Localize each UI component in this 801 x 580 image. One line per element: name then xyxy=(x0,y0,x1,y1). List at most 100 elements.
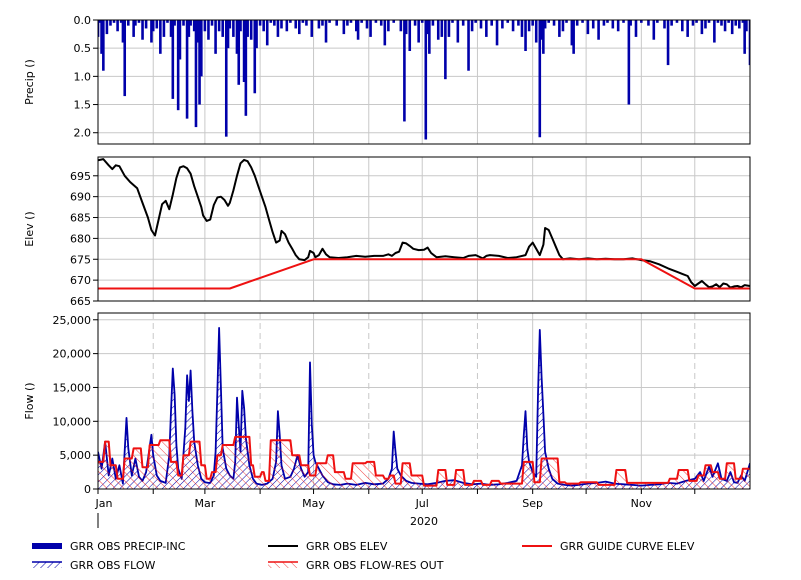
precip-bar xyxy=(485,20,488,37)
flow-series xyxy=(98,327,750,489)
precip-bar xyxy=(239,20,242,32)
precip-bar xyxy=(428,20,431,54)
precip-bar xyxy=(663,20,666,29)
precip-bar xyxy=(360,20,363,23)
y-tick-label: 0 xyxy=(84,483,91,496)
precip-bar xyxy=(720,20,723,26)
legend-label: GRR OBS ELEV xyxy=(306,540,388,553)
precip-bar xyxy=(704,20,707,29)
y-tick-label: 1.0 xyxy=(74,70,92,83)
elev-grid xyxy=(97,157,750,302)
precip-bar xyxy=(237,20,241,85)
precip-bar xyxy=(169,20,173,37)
precip-bar xyxy=(531,20,534,26)
x-tick-label: Sep xyxy=(522,497,543,510)
precip-bar xyxy=(707,20,711,23)
precip-bar xyxy=(166,20,169,23)
precip-bar xyxy=(126,20,130,26)
precip-bar xyxy=(100,20,103,54)
precip-bar xyxy=(511,20,515,32)
precip-bar xyxy=(723,20,727,32)
precip-bar xyxy=(640,20,643,23)
precip-bar xyxy=(249,20,253,40)
y-tick-label: 10,000 xyxy=(53,415,92,428)
legend-label: GRR GUIDE CURVE ELEV xyxy=(560,540,695,553)
precip-bar xyxy=(713,20,716,43)
precip-bar xyxy=(294,20,298,29)
precip-bar xyxy=(431,20,435,26)
res-out-line xyxy=(98,435,750,487)
precip-bar xyxy=(379,20,383,26)
precip-bar xyxy=(606,20,609,23)
y-tick-label: 690 xyxy=(70,191,91,204)
y-tick-label: 680 xyxy=(70,232,91,245)
precip-bar xyxy=(187,20,191,37)
precip-bar xyxy=(652,20,656,40)
flow-panel: 0 5,000 10,000 15,000 20,000 25,000 Jan Mar May… xyxy=(23,312,751,528)
precip-bar xyxy=(524,20,527,51)
precip-bar xyxy=(542,20,545,54)
precip-bar xyxy=(467,20,470,71)
precip-bar xyxy=(413,20,417,26)
precip-bar xyxy=(217,20,221,32)
precip-bar xyxy=(727,20,730,23)
precip-bar xyxy=(235,20,239,54)
precip-bar xyxy=(194,20,198,128)
precip-bar xyxy=(575,20,579,26)
flow-y-ticks: 0 5,000 10,000 15,000 20,000 25,000 xyxy=(53,314,98,496)
precip-bar xyxy=(474,20,477,23)
precip-bar xyxy=(151,20,155,32)
precip-bar xyxy=(178,20,182,60)
flow-y-axis-label: Flow () xyxy=(23,382,36,419)
precip-bar xyxy=(695,20,698,23)
precip-bar xyxy=(173,20,176,26)
precip-bar xyxy=(501,20,504,29)
precip-bar xyxy=(426,20,429,35)
precip-bar xyxy=(144,20,148,29)
y-tick-label: 20,000 xyxy=(53,348,92,361)
precip-bar xyxy=(743,20,746,54)
precip-bar xyxy=(387,20,390,32)
precip-panel: 0.0 0.5 1.0 1.5 2.0 Precip () xyxy=(23,14,751,145)
precip-bar xyxy=(538,20,542,138)
precip-bar xyxy=(321,20,324,26)
precip-bar xyxy=(109,20,112,26)
precip-bar xyxy=(392,20,396,23)
precip-bar xyxy=(134,20,137,26)
precip-bar xyxy=(647,20,650,26)
precip-bar xyxy=(490,20,493,26)
x-tick-label: Jul xyxy=(415,497,429,510)
precip-bar xyxy=(444,20,447,80)
precip-bar xyxy=(121,20,125,43)
precip-bar xyxy=(540,20,543,40)
precip-bar xyxy=(634,20,638,37)
precip-bar xyxy=(273,20,276,26)
legend: GRR OBS PRECIP-INC GRR OBS ELEV GRR GUIDE … xyxy=(32,540,695,572)
precip-bar xyxy=(269,20,273,23)
precip-bar xyxy=(210,20,214,26)
precip-bar xyxy=(137,20,141,23)
y-tick-label: 2.0 xyxy=(74,127,92,140)
precip-bars xyxy=(98,20,750,140)
precip-bar xyxy=(123,20,127,97)
precip-bar xyxy=(656,20,659,23)
elev-frame xyxy=(97,156,751,302)
precip-bar xyxy=(112,20,116,23)
precip-bar xyxy=(224,20,228,137)
precip-bar xyxy=(242,20,246,82)
precip-bar xyxy=(451,20,454,23)
precip-bar xyxy=(417,20,420,43)
precip-bar xyxy=(552,20,556,26)
precip-bar xyxy=(289,20,292,23)
precip-bar xyxy=(203,20,207,32)
precip-bar xyxy=(356,20,360,40)
precip-bar xyxy=(572,20,575,54)
precip-bar xyxy=(586,20,590,35)
precip-bar xyxy=(675,20,679,23)
y-tick-label: 5,000 xyxy=(60,449,92,462)
legend-swatch xyxy=(32,543,62,549)
precip-bar xyxy=(192,20,196,32)
precip-bar xyxy=(581,20,584,23)
legend-swatch xyxy=(32,562,62,568)
y-tick-label: 670 xyxy=(70,274,91,287)
